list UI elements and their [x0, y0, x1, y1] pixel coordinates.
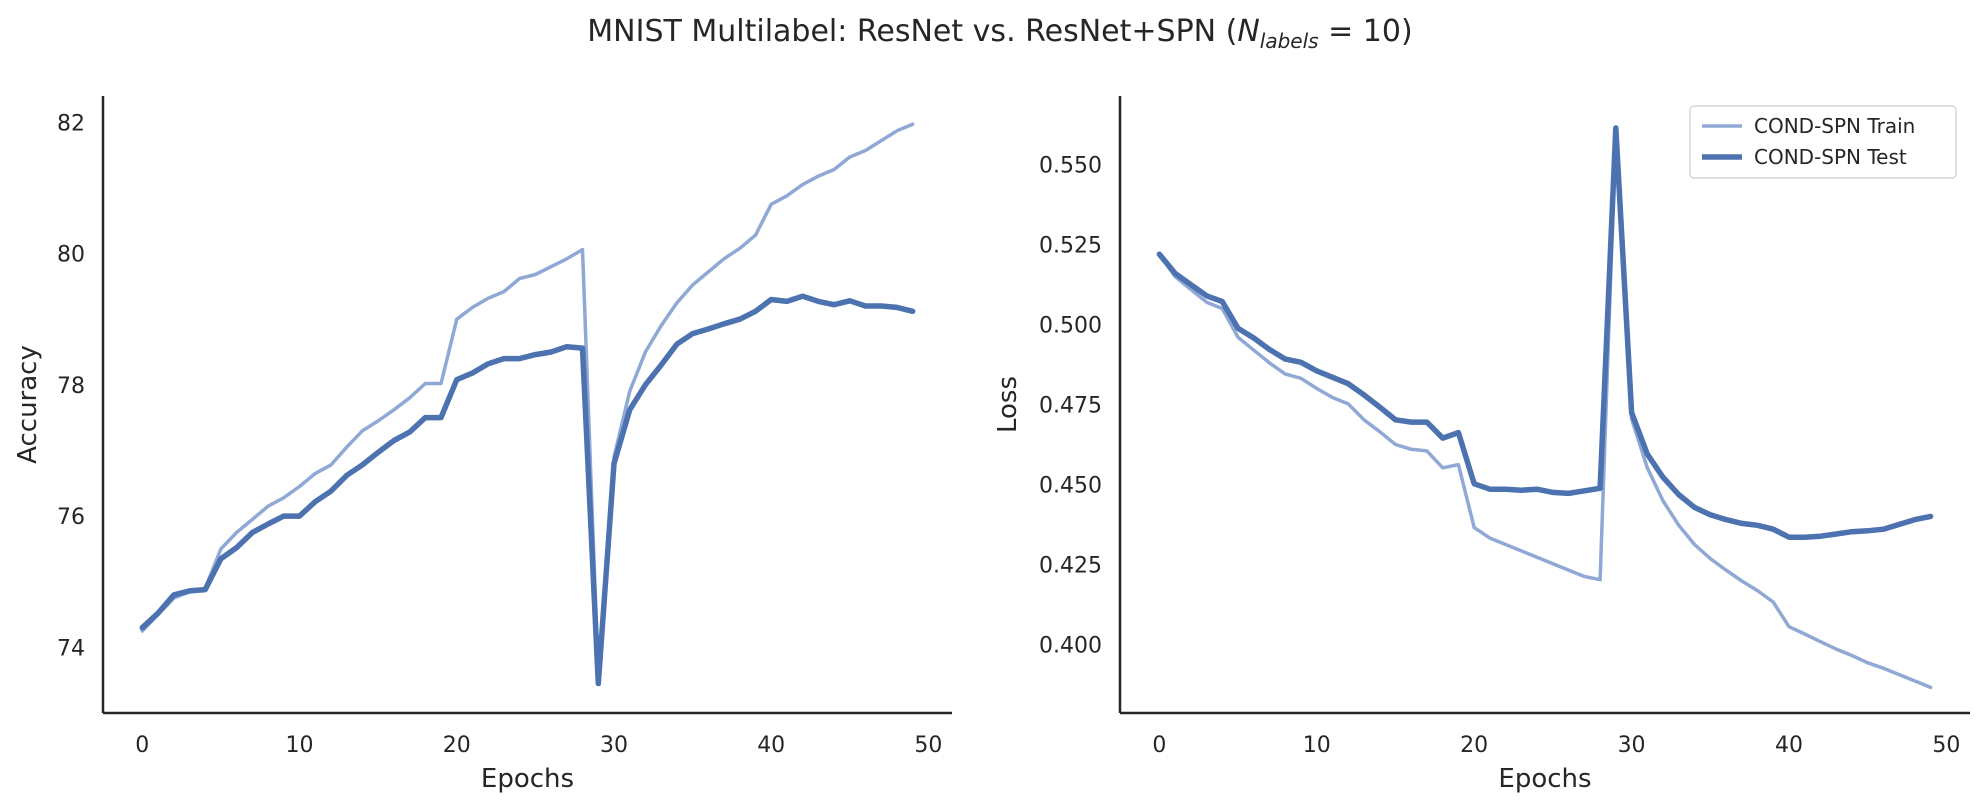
- loss-y-tick-label: 0.475: [1039, 394, 1102, 419]
- loss-chart: 0 10 20 30 40 50 0.400 0.425 0.450 0.475 0.500 0.52…: [993, 96, 1970, 794]
- accuracy-series-line-train: [140, 122, 915, 679]
- figure-title-math-sub: labels: [1260, 29, 1319, 53]
- legend-label-train: COND-SPN Train: [1754, 114, 1915, 138]
- accuracy-y-tick-label: 82: [57, 111, 85, 136]
- loss-x-tick-label: 30: [1618, 733, 1646, 758]
- loss-x-tick-label: 50: [1932, 733, 1960, 758]
- loss-x-axis-label: Epochs: [1498, 764, 1591, 794]
- accuracy-x-tick-label: 50: [914, 733, 942, 758]
- figure-title-math-rest: = 10): [1319, 14, 1413, 49]
- loss-series-line-train: [1157, 127, 1933, 690]
- accuracy-series-line-test: [139, 293, 916, 687]
- figure-title-prefix: MNIST Multilabel: ResNet vs. ResNet+SPN …: [587, 14, 1237, 49]
- accuracy-x-tick-label: 10: [286, 733, 314, 758]
- loss-y-axis-label: Loss: [993, 376, 1023, 433]
- accuracy-y-axis-label: Accuracy: [13, 345, 43, 464]
- accuracy-chart: 0 10 20 30 40 50 74 76 78 80 82 Epochs Accuracy: [13, 96, 952, 794]
- accuracy-x-tick-label: 40: [757, 733, 785, 758]
- accuracy-x-axis-label: Epochs: [481, 764, 574, 794]
- loss-series-line-test: [1156, 125, 1934, 540]
- accuracy-y-tick-label: 76: [57, 505, 85, 530]
- loss-x-tick-label: 20: [1460, 733, 1488, 758]
- loss-y-tick-label: 0.425: [1039, 553, 1102, 578]
- accuracy-y-tick-label: 80: [57, 243, 85, 268]
- legend-box: [1689, 105, 1957, 179]
- accuracy-x-tick-label: 0: [135, 733, 149, 758]
- loss-x-tick-label: 0: [1152, 733, 1166, 758]
- accuracy-x-tick-label: 20: [443, 733, 471, 758]
- loss-y-tick-label: 0.450: [1039, 473, 1102, 498]
- accuracy-y-tick-label: 74: [57, 636, 85, 661]
- figure-title: MNIST Multilabel: ResNet vs. ResNet+SPN …: [587, 14, 1412, 53]
- loss-x-tick-label: 10: [1303, 733, 1331, 758]
- accuracy-x-tick-label: 30: [600, 733, 628, 758]
- loss-y-tick-label: 0.400: [1039, 633, 1102, 658]
- accuracy-y-tick-label: 78: [57, 374, 85, 399]
- loss-y-tick-label: 0.550: [1039, 154, 1102, 179]
- figure-title-math-var: N: [1237, 14, 1259, 49]
- loss-y-tick-label: 0.500: [1039, 314, 1102, 339]
- loss-y-tick-label: 0.525: [1039, 234, 1102, 259]
- loss-x-tick-label: 40: [1775, 733, 1803, 758]
- legend-label-test: COND-SPN Test: [1754, 145, 1907, 169]
